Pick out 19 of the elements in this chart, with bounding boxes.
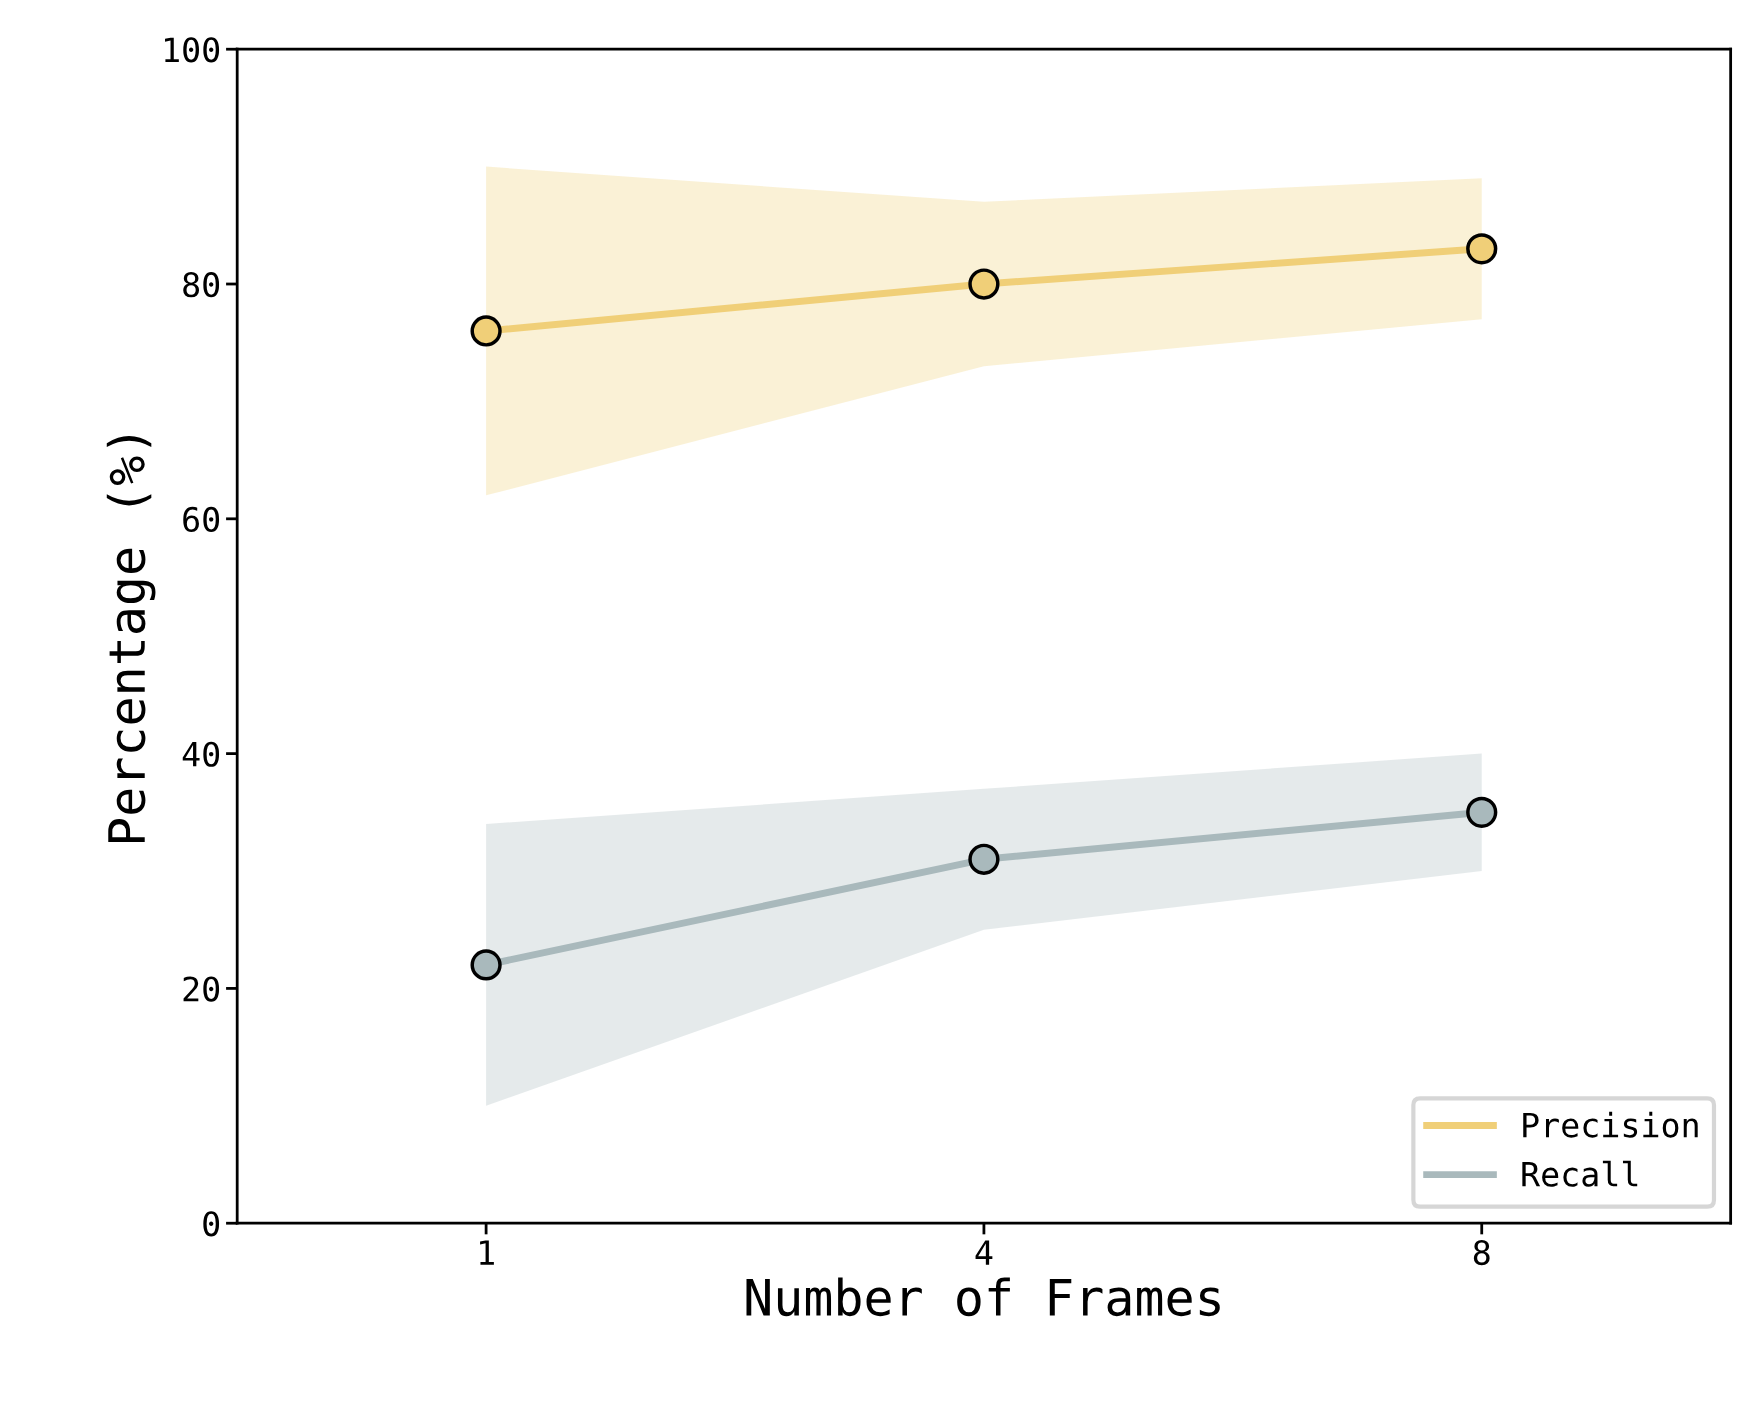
point (470, 315, 502, 347)
point (968, 843, 1000, 875)
y-tick-label: 60 (183, 506, 220, 533)
point (968, 268, 1000, 300)
y-axis-title: Percentage (%) (106, 435, 156, 843)
y-tick-label: 0 (203, 1211, 220, 1237)
legend-label: Recall (1522, 1160, 1638, 1187)
legend-label: Precision (1523, 1111, 1698, 1138)
y-tick-label: 80 (183, 272, 220, 298)
x-tick-label: 8 (1473, 1239, 1490, 1266)
x-tick-label: 4 (975, 1240, 993, 1265)
point (1466, 796, 1498, 828)
y-tick-label: 20 (183, 976, 220, 1002)
x-tick-label: 1 (480, 1240, 494, 1265)
point (1466, 233, 1498, 265)
y-tick-label: 100 (165, 37, 220, 63)
x-axis-title: Number of Frames (746, 1277, 1220, 1317)
point (470, 949, 502, 981)
y-tick-label: 40 (182, 741, 220, 767)
